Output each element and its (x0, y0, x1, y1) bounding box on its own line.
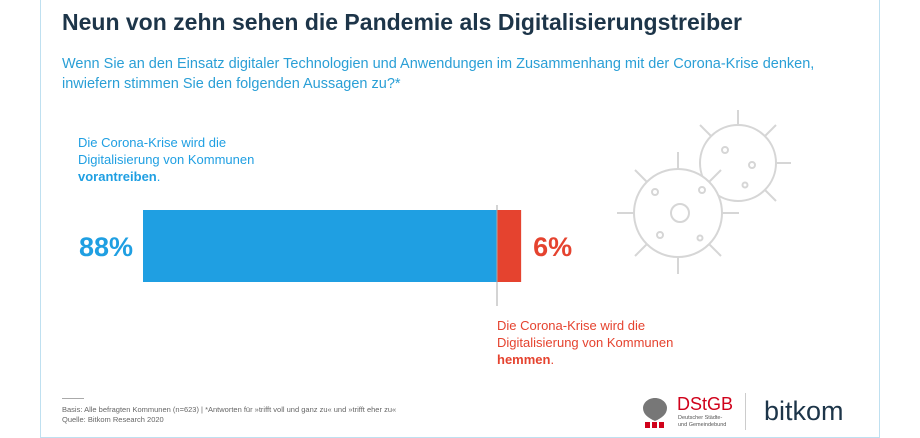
annotation-line: Digitalisierung von Kommunen (497, 335, 673, 350)
value-label: 88% (79, 232, 133, 262)
title: Neun von zehn sehen die Pandemie als Dig… (62, 9, 742, 35)
bitkom-logo: bitkom (764, 396, 844, 426)
dstgb-fullname: Deutscher Städte- (678, 415, 722, 421)
virus-icon (617, 110, 791, 274)
logo-mark (659, 422, 664, 428)
annotation-line: Die Corona-Krise wird die (497, 318, 645, 333)
subtitle: Wenn Sie an den Einsatz digitaler Techno… (62, 56, 814, 72)
annotation-line: Digitalisierung von Kommunen (78, 152, 254, 167)
bar-segment (497, 210, 522, 282)
bar-segment (143, 210, 497, 282)
dstgb-name: DStGB (677, 394, 733, 414)
annotation-end: . (157, 169, 161, 184)
annotation-emphasis: vorantreiben (78, 169, 157, 184)
annotation-end: . (550, 352, 554, 367)
footnote: Quelle: Bitkom Research 2020 (62, 415, 164, 424)
annotation-emphasis: hemmen (497, 352, 551, 367)
value-label: 6% (533, 232, 572, 262)
dstgb-fullname: und Gemeindebund (678, 422, 726, 428)
annotation-line: vorantreiben. (78, 169, 160, 184)
eagle-icon (643, 398, 667, 421)
logo-mark (645, 422, 650, 428)
dstgb-logo: DStGB Deutscher Städte- und Gemeindebund (643, 394, 733, 428)
footnote: Basis: Alle befragten Kommunen (n=623) |… (62, 405, 396, 414)
annotation-line: Die Corona-Krise wird die (78, 135, 226, 150)
subtitle: inwiefern stimmen Sie den folgenden Auss… (62, 76, 401, 92)
annotation-line: hemmen. (497, 352, 554, 367)
logo-mark (652, 422, 657, 428)
